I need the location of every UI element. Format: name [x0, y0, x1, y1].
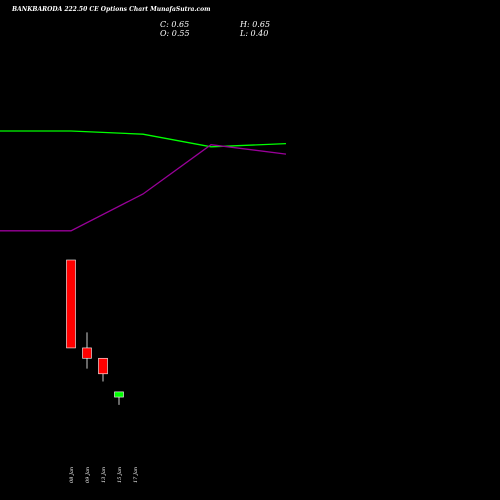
candle-body-3 [98, 357, 108, 375]
candle-body-2 [82, 347, 92, 359]
close-value: C: 0.65 [160, 20, 190, 29]
series-line-1 [0, 130, 287, 148]
open-value: O: 0.55 [160, 29, 190, 38]
x-tick-label: 08 Jan [69, 467, 75, 483]
high-value: H: 0.65 [240, 20, 271, 29]
series-line-2 [0, 144, 287, 232]
x-tick-label: 15 Jan [117, 467, 123, 483]
chart-title: BANKBARODA 222.50 CE Options Chart Munaf… [12, 6, 211, 13]
candle-body-1 [66, 259, 76, 349]
low-value: L: 0.40 [240, 29, 269, 38]
x-tick-label: 13 Jan [101, 467, 107, 483]
x-tick-label: 09 Jan [85, 467, 91, 483]
x-tick-label: 17 Jan [133, 467, 139, 483]
candle-body-4 [114, 391, 124, 398]
